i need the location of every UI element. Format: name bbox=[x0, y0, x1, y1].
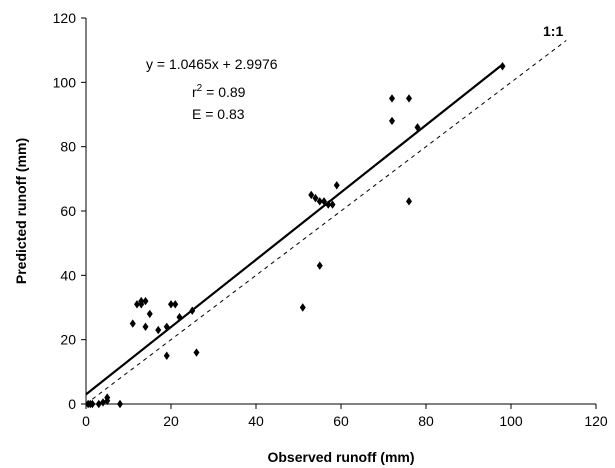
data-point bbox=[100, 398, 106, 407]
data-point bbox=[329, 200, 336, 209]
data-point bbox=[95, 399, 102, 409]
data-point bbox=[146, 309, 153, 319]
x-tick-label: 0 bbox=[82, 413, 90, 429]
one-to-one-label: 1:1 bbox=[543, 23, 563, 39]
y-axis-ticks: 0 20 40 60 80 100 120 bbox=[53, 10, 86, 412]
y-tick-label: 0 bbox=[68, 396, 76, 412]
data-point bbox=[104, 393, 111, 402]
data-point bbox=[406, 94, 412, 103]
data-point bbox=[89, 399, 96, 409]
data-point bbox=[117, 399, 123, 409]
data-point bbox=[129, 319, 136, 328]
data-point bbox=[389, 94, 395, 103]
x-tick-label: 100 bbox=[499, 413, 523, 429]
data-point bbox=[299, 303, 306, 312]
y-axis-label: Predicted runoff (mm) bbox=[13, 138, 29, 284]
data-point bbox=[316, 197, 323, 206]
data-point bbox=[155, 325, 162, 335]
data-point bbox=[176, 312, 183, 322]
x-tick-label: 60 bbox=[333, 413, 349, 429]
data-point bbox=[414, 123, 421, 132]
data-point bbox=[138, 296, 145, 306]
x-tick-label: 120 bbox=[584, 413, 608, 429]
y-tick-label: 40 bbox=[60, 267, 76, 283]
data-point bbox=[308, 190, 315, 200]
regression-line bbox=[85, 63, 504, 396]
data-points bbox=[85, 62, 506, 409]
r-squared-symbol: r bbox=[192, 84, 197, 100]
efficiency-label: E = 0.83 bbox=[192, 106, 245, 122]
y-tick-label: 60 bbox=[60, 203, 76, 219]
x-tick-label: 80 bbox=[418, 413, 434, 429]
data-point bbox=[333, 181, 340, 190]
data-point bbox=[168, 300, 174, 309]
y-tick-label: 120 bbox=[53, 10, 77, 26]
data-point bbox=[325, 200, 332, 209]
r-squared: r2 = 0.89 bbox=[192, 83, 246, 100]
data-point bbox=[321, 197, 327, 206]
data-point bbox=[193, 348, 200, 357]
data-point bbox=[389, 116, 395, 126]
data-point bbox=[134, 300, 140, 309]
x-tick-label: 40 bbox=[248, 413, 264, 429]
one-to-one-line bbox=[85, 40, 567, 405]
data-point bbox=[316, 261, 323, 270]
regression-equation: y = 1.0465x + 2.9976 bbox=[146, 56, 278, 72]
data-point bbox=[312, 193, 319, 203]
data-point bbox=[163, 322, 170, 331]
data-point bbox=[142, 296, 149, 306]
data-point bbox=[142, 322, 149, 331]
data-point bbox=[163, 351, 170, 360]
data-point bbox=[189, 306, 196, 315]
x-axis-ticks: 0 20 40 60 80 100 120 bbox=[82, 404, 608, 429]
data-point bbox=[406, 197, 412, 206]
y-tick-label: 100 bbox=[53, 74, 77, 90]
data-point bbox=[172, 300, 179, 309]
x-tick-label: 20 bbox=[163, 413, 179, 429]
y-tick-label: 20 bbox=[60, 332, 76, 348]
y-tick-label: 80 bbox=[60, 139, 76, 155]
r-squared-value: = 0.89 bbox=[202, 84, 245, 100]
data-point bbox=[499, 62, 506, 71]
x-axis-label: Observed runoff (mm) bbox=[267, 449, 414, 465]
r-squared-superscript: 2 bbox=[197, 83, 203, 94]
